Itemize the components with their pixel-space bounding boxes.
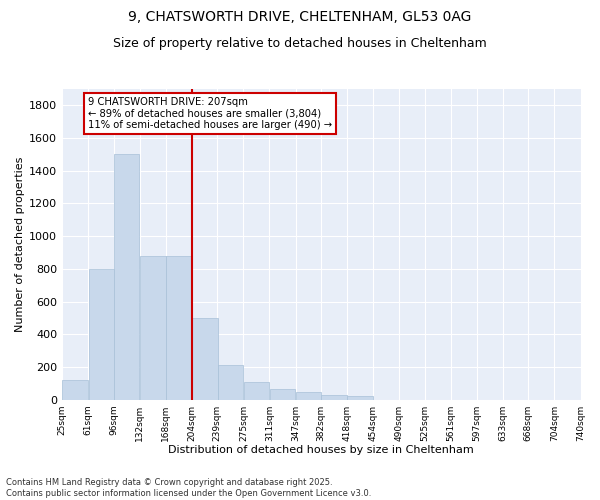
Bar [347, 396, 373, 400]
Bar [140, 256, 166, 400]
Bar [114, 154, 139, 400]
Bar [89, 269, 114, 400]
Bar [218, 366, 243, 400]
Text: 9, CHATSWORTH DRIVE, CHELTENHAM, GL53 0AG: 9, CHATSWORTH DRIVE, CHELTENHAM, GL53 0A… [128, 10, 472, 24]
Text: Size of property relative to detached houses in Cheltenham: Size of property relative to detached ho… [113, 38, 487, 51]
Bar [192, 318, 218, 400]
Bar [321, 394, 347, 400]
Bar [244, 382, 269, 400]
Text: Contains HM Land Registry data © Crown copyright and database right 2025.
Contai: Contains HM Land Registry data © Crown c… [6, 478, 371, 498]
Text: 9 CHATSWORTH DRIVE: 207sqm
← 89% of detached houses are smaller (3,804)
11% of s: 9 CHATSWORTH DRIVE: 207sqm ← 89% of deta… [88, 97, 332, 130]
Y-axis label: Number of detached properties: Number of detached properties [15, 156, 25, 332]
Bar [296, 392, 322, 400]
Bar [62, 380, 88, 400]
Bar [270, 389, 295, 400]
Bar [166, 256, 191, 400]
X-axis label: Distribution of detached houses by size in Cheltenham: Distribution of detached houses by size … [169, 445, 474, 455]
